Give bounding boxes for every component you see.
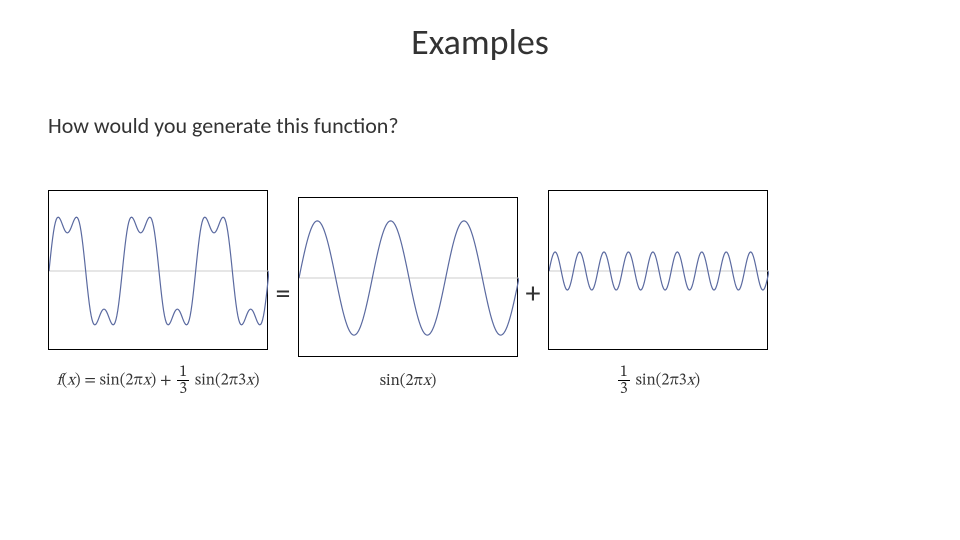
formula-sum: f(x) = sin(2πx) + 13 sin(2π3x) [57, 364, 260, 397]
chart-sum [48, 190, 268, 350]
chart-term2 [548, 190, 768, 350]
panel-sum: f(x) = sin(2πx) + 13 sin(2π3x) [48, 190, 268, 397]
chart-term1 [298, 197, 518, 357]
page-title: Examples [0, 20, 960, 64]
panel-term2: 13 sin(2π3x) [548, 190, 768, 397]
page-subtitle: How would you generate this function? [48, 112, 399, 139]
panels-row: f(x) = sin(2πx) + 13 sin(2π3x) = sin(2πx… [48, 190, 768, 397]
panel-term1: sin(2πx) [298, 197, 518, 391]
operator-plus: + [518, 275, 548, 312]
operator-equals: = [268, 275, 298, 312]
formula-term1: sin(2πx) [380, 371, 437, 391]
formula-term2: 13 sin(2π3x) [616, 364, 700, 397]
